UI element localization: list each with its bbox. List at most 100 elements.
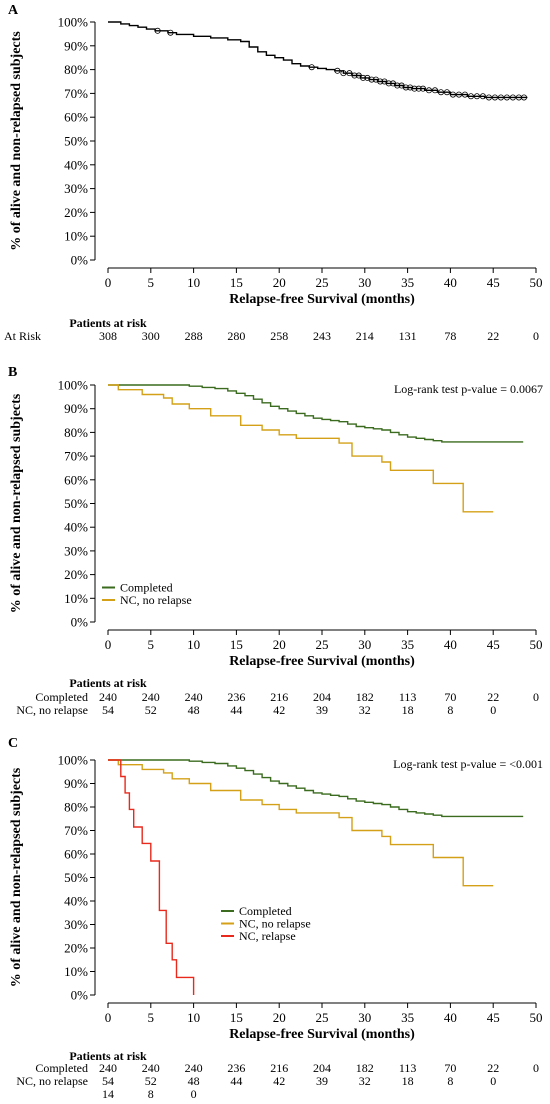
x-tick-label: 0 bbox=[105, 1010, 112, 1025]
risk-value: 8 bbox=[447, 1074, 453, 1088]
risk-row-label: NC, no relapse bbox=[16, 1074, 88, 1088]
x-tick-label: 15 bbox=[230, 637, 243, 652]
risk-value: 22 bbox=[487, 1061, 499, 1075]
censor-mark bbox=[368, 76, 375, 83]
risk-value: 0 bbox=[533, 329, 539, 343]
risk-value: 54 bbox=[102, 1074, 114, 1088]
risk-value: 240 bbox=[99, 690, 117, 704]
legend-label: NC, no relapse bbox=[120, 593, 192, 607]
legend-label: Completed bbox=[239, 904, 292, 918]
risk-value: 32 bbox=[359, 1074, 371, 1088]
risk-value: 70 bbox=[444, 1061, 456, 1075]
risk-value: 204 bbox=[313, 1061, 331, 1075]
risk-value: 39 bbox=[316, 703, 328, 717]
censor-mark bbox=[385, 80, 392, 87]
x-tick-label: 20 bbox=[273, 1010, 286, 1025]
y-tick-label: 60% bbox=[64, 472, 88, 487]
censor-mark bbox=[394, 82, 401, 89]
risk-value: 280 bbox=[227, 329, 245, 343]
risk-value: 48 bbox=[188, 703, 200, 717]
km-panel-c: C 0% 10% 20% 30% 40% 50% 60% 70% 80% 90% 100% 0 5 10 15… bbox=[8, 736, 543, 1101]
risk-value: 236 bbox=[227, 690, 245, 704]
censor-mark bbox=[334, 67, 341, 74]
censor-mark bbox=[346, 70, 353, 77]
x-tick-label: 45 bbox=[487, 1010, 500, 1025]
risk-value: 288 bbox=[185, 329, 203, 343]
series-line-nc-no-relapse bbox=[108, 759, 494, 887]
legend-label: NC, no relapse bbox=[239, 917, 311, 931]
censor-mark bbox=[415, 85, 422, 92]
y-tick-label: 60% bbox=[64, 847, 88, 862]
km-panel-a: A 0% 10% 20% 30% 40% 50% 60% 70% 80% 90% 100% 0 5 10 15… bbox=[4, 3, 543, 343]
x-tick-label: 50 bbox=[530, 275, 543, 290]
y-tick-label: 30% bbox=[64, 917, 88, 932]
y-tick-label: 0% bbox=[71, 988, 89, 1003]
censor-mark bbox=[377, 78, 384, 85]
x-tick-label: 0 bbox=[105, 637, 112, 652]
censor-mark bbox=[473, 93, 480, 100]
risk-value: 243 bbox=[313, 329, 331, 343]
risk-value: 44 bbox=[230, 703, 242, 717]
x-tick-label: 25 bbox=[316, 637, 329, 652]
risk-value: 113 bbox=[399, 1061, 417, 1075]
risk-value: 14 bbox=[102, 1087, 114, 1101]
y-tick-label: 90% bbox=[64, 401, 88, 416]
y-tick-label: 20% bbox=[64, 941, 88, 956]
y-tick-label: 50% bbox=[64, 870, 88, 885]
y-axis-title: % of alive and non-relapsed subjects bbox=[9, 31, 24, 251]
risk-value: 240 bbox=[185, 1061, 203, 1075]
risk-value: 204 bbox=[313, 690, 331, 704]
x-tick-label: 30 bbox=[358, 1010, 371, 1025]
censor-mark bbox=[420, 85, 427, 92]
x-tick-label: 25 bbox=[316, 1010, 329, 1025]
risk-value: 32 bbox=[359, 703, 371, 717]
censor-mark bbox=[449, 91, 456, 98]
x-tick-label: 35 bbox=[401, 275, 414, 290]
risk-table-heading: Patients at risk bbox=[69, 676, 147, 690]
censor-mark bbox=[437, 89, 444, 96]
x-tick-label: 15 bbox=[230, 1010, 243, 1025]
risk-value: 236 bbox=[227, 1061, 245, 1075]
x-tick-label: 20 bbox=[273, 275, 286, 290]
panel-letter: C bbox=[8, 736, 18, 751]
risk-value: 22 bbox=[487, 329, 499, 343]
risk-value: 8 bbox=[447, 703, 453, 717]
risk-value: 78 bbox=[444, 329, 456, 343]
x-tick-label: 50 bbox=[530, 1010, 543, 1025]
risk-value: 42 bbox=[273, 703, 285, 717]
censor-mark bbox=[411, 85, 418, 92]
y-tick-label: 70% bbox=[64, 823, 88, 838]
y-tick-label: 0% bbox=[71, 615, 89, 630]
y-axis-title: % of alive and non-relapsed subjects bbox=[9, 393, 24, 613]
risk-value: 214 bbox=[356, 329, 374, 343]
risk-row-label: Completed bbox=[35, 690, 88, 704]
censor-mark bbox=[443, 89, 450, 96]
y-tick-label: 10% bbox=[64, 229, 88, 244]
censor-mark bbox=[497, 94, 504, 101]
y-tick-label: 90% bbox=[64, 38, 88, 53]
y-axis-title: % of alive and non-relapsed subjects bbox=[9, 767, 24, 987]
y-tick-label: 100% bbox=[58, 753, 89, 768]
risk-value: 8 bbox=[148, 1087, 154, 1101]
censor-mark bbox=[360, 74, 367, 81]
x-tick-label: 20 bbox=[273, 637, 286, 652]
y-tick-label: 30% bbox=[64, 543, 88, 558]
censor-mark bbox=[509, 94, 516, 101]
series-line-completed bbox=[108, 384, 524, 443]
censor-mark bbox=[340, 70, 347, 77]
x-tick-label: 45 bbox=[487, 637, 500, 652]
panel-letter: A bbox=[8, 3, 19, 18]
risk-row-label: At Risk bbox=[4, 329, 41, 343]
risk-value: 300 bbox=[142, 329, 160, 343]
panel-letter: B bbox=[8, 365, 17, 380]
censor-mark bbox=[467, 93, 474, 100]
censor-mark bbox=[461, 91, 468, 98]
x-tick-label: 10 bbox=[187, 275, 200, 290]
x-tick-label: 40 bbox=[444, 275, 457, 290]
censor-mark bbox=[485, 94, 492, 101]
risk-value: 39 bbox=[316, 1074, 328, 1088]
y-tick-label: 80% bbox=[64, 62, 88, 77]
logrank-annotation: Log-rank test p-value = 0.0067 bbox=[394, 382, 543, 396]
censor-mark bbox=[479, 93, 486, 100]
